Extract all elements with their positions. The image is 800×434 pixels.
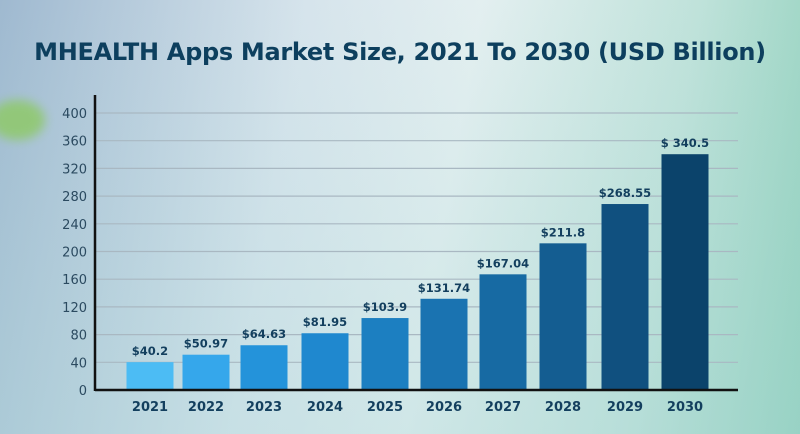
chart-title: MHEALTH Apps Market Size, 2021 To 2030 (…	[34, 38, 766, 66]
bar-2026	[420, 298, 468, 390]
data-label: $103.9	[363, 300, 407, 314]
y-tick-label: 120	[62, 301, 87, 316]
bar-2027	[479, 274, 527, 390]
x-tick-label: 2026	[426, 400, 462, 415]
y-tick-label: 280	[62, 190, 87, 205]
x-tick-label: 2027	[485, 400, 521, 415]
bar-2025	[361, 318, 409, 390]
data-label: $268.55	[599, 186, 651, 200]
data-label: $50.97	[184, 337, 228, 351]
y-tick-label: 360	[62, 135, 87, 150]
x-tick-label: 2025	[367, 400, 403, 415]
leaf-decoration	[0, 100, 45, 140]
x-tick-label: 2024	[307, 400, 343, 415]
data-label: $131.74	[418, 281, 470, 295]
data-label: $211.8	[541, 225, 585, 239]
bar-2021	[126, 362, 174, 390]
bar-2023	[240, 345, 288, 390]
data-label: $ 340.5	[661, 136, 709, 150]
y-tick-label: 200	[62, 246, 87, 261]
y-tick-label: 80	[70, 329, 87, 344]
data-label: $81.95	[303, 315, 347, 329]
data-label: $167.04	[477, 256, 529, 270]
x-tick-label: 2028	[545, 400, 581, 415]
y-tick-label: 160	[62, 273, 87, 288]
y-tick-label: 240	[62, 218, 87, 233]
data-label: $64.63	[242, 327, 286, 341]
data-label: $40.2	[132, 344, 168, 358]
x-tick-label: 2023	[246, 400, 282, 415]
bar-2028	[539, 243, 587, 390]
bar-2029	[601, 204, 649, 390]
x-tick-label: 2029	[607, 400, 643, 415]
y-tick-label: 40	[70, 356, 87, 371]
bar-2024	[301, 333, 349, 390]
x-tick-label: 2022	[188, 400, 224, 415]
y-tick-label: 0	[79, 384, 87, 399]
bar-2022	[182, 354, 230, 390]
x-tick-label: 2021	[132, 400, 168, 415]
y-tick-label: 400	[62, 107, 87, 122]
bar-2030	[661, 154, 709, 390]
y-tick-label: 320	[62, 162, 87, 177]
x-tick-label: 2030	[667, 400, 703, 415]
